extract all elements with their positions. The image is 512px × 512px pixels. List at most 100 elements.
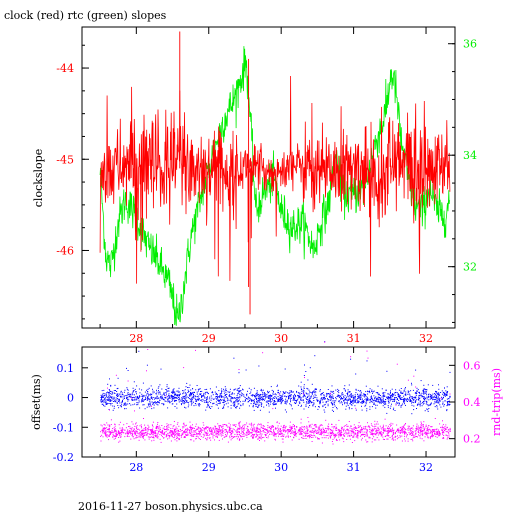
offset-point [432, 393, 434, 395]
offset-point [124, 402, 126, 404]
rndtrip-point [371, 438, 373, 440]
rndtrip-point [215, 436, 217, 438]
offset-point [137, 402, 139, 404]
offset-point [225, 388, 227, 390]
rndtrip-point [415, 386, 417, 388]
offset-point [301, 393, 303, 394]
offset-point [256, 393, 258, 395]
top-x-tick-label: 32 [419, 332, 433, 345]
offset-point [369, 392, 371, 394]
offset-point [127, 392, 129, 394]
rndtrip-point [134, 434, 136, 436]
offset-point [238, 397, 240, 399]
offset-point [364, 405, 366, 407]
rndtrip-point [298, 433, 300, 435]
offset-point [447, 403, 449, 405]
rndtrip-point [372, 433, 374, 435]
offset-point [447, 402, 449, 404]
offset-point [179, 395, 180, 396]
rndtrip-point [353, 431, 355, 433]
rndtrip-point [449, 427, 451, 429]
rndtrip-point [442, 428, 444, 430]
offset-point [432, 399, 434, 401]
rndtrip-point [167, 425, 169, 427]
offset-point [445, 393, 447, 395]
offset-point [253, 400, 255, 402]
offset-point [273, 390, 274, 392]
offset-point [332, 403, 334, 405]
rndtrip-point [285, 427, 286, 429]
offset-point [284, 401, 286, 403]
rndtrip-point [372, 429, 374, 431]
offset-point [138, 399, 140, 401]
offset-point [207, 404, 209, 406]
offset-point [296, 390, 298, 392]
offset-point [320, 394, 322, 396]
rndtrip-point [330, 432, 332, 434]
rndtrip-point [315, 424, 317, 426]
rndtrip-point [127, 431, 129, 433]
rndtrip-point [300, 427, 301, 429]
offset-point [185, 407, 187, 409]
rndtrip-point [362, 429, 364, 430]
offset-point [197, 388, 199, 390]
rndtrip-point [159, 427, 161, 429]
rndtrip-point [189, 429, 191, 431]
offset-point [172, 398, 174, 400]
offset-point [348, 406, 350, 408]
offset-point [110, 399, 112, 401]
rndtrip-point [336, 429, 338, 431]
rndtrip-point [176, 428, 178, 430]
offset-point [153, 403, 155, 405]
offset-point [306, 387, 308, 389]
offset-point [348, 396, 350, 398]
rndtrip-point [371, 431, 373, 433]
offset-point [224, 386, 226, 388]
rndtrip-point [127, 433, 129, 435]
rndtrip-point [198, 433, 200, 434]
rndtrip-point [185, 433, 187, 435]
rndtrip-point [257, 424, 259, 426]
offset-point [314, 388, 316, 390]
rndtrip-point [340, 434, 342, 436]
offset-point [369, 400, 371, 402]
offset-point [273, 404, 275, 406]
rndtrip-point [400, 431, 402, 433]
rndtrip-point [216, 433, 218, 434]
rndtrip-point [388, 431, 390, 433]
rndtrip-point [343, 428, 345, 430]
rndtrip-point [323, 432, 325, 434]
offset-point [126, 397, 128, 399]
rndtrip-point [174, 436, 176, 438]
rndtrip-point [238, 439, 240, 441]
rndtrip-point [431, 426, 433, 428]
rndtrip-point [270, 425, 272, 427]
rndtrip-point [151, 440, 153, 442]
offset-point [371, 406, 373, 408]
rndtrip-point [267, 431, 269, 433]
offset-point [127, 393, 129, 395]
offset-point [367, 399, 369, 401]
offset-point [271, 389, 273, 391]
offset-point [238, 391, 240, 393]
rndtrip-point [391, 438, 393, 440]
rndtrip-point [363, 426, 365, 428]
offset-point [315, 389, 317, 391]
rndtrip-point [166, 423, 168, 425]
rndtrip-point [250, 428, 252, 430]
rndtrip-point [285, 436, 287, 438]
rndtrip-point [308, 424, 310, 426]
rndtrip-point [403, 424, 405, 426]
rndtrip-point [274, 438, 276, 440]
rndtrip-point [157, 423, 158, 425]
offset-point [315, 391, 317, 393]
rndtrip-point [204, 427, 206, 428]
offset-point [255, 397, 257, 399]
rndtrip-point [389, 427, 391, 429]
offset-point [388, 402, 390, 404]
rndtrip-point [229, 437, 231, 439]
offset-point [229, 396, 231, 398]
offset-point [152, 392, 154, 394]
rndtrip-point [438, 433, 440, 435]
rndtrip-point [193, 433, 195, 435]
